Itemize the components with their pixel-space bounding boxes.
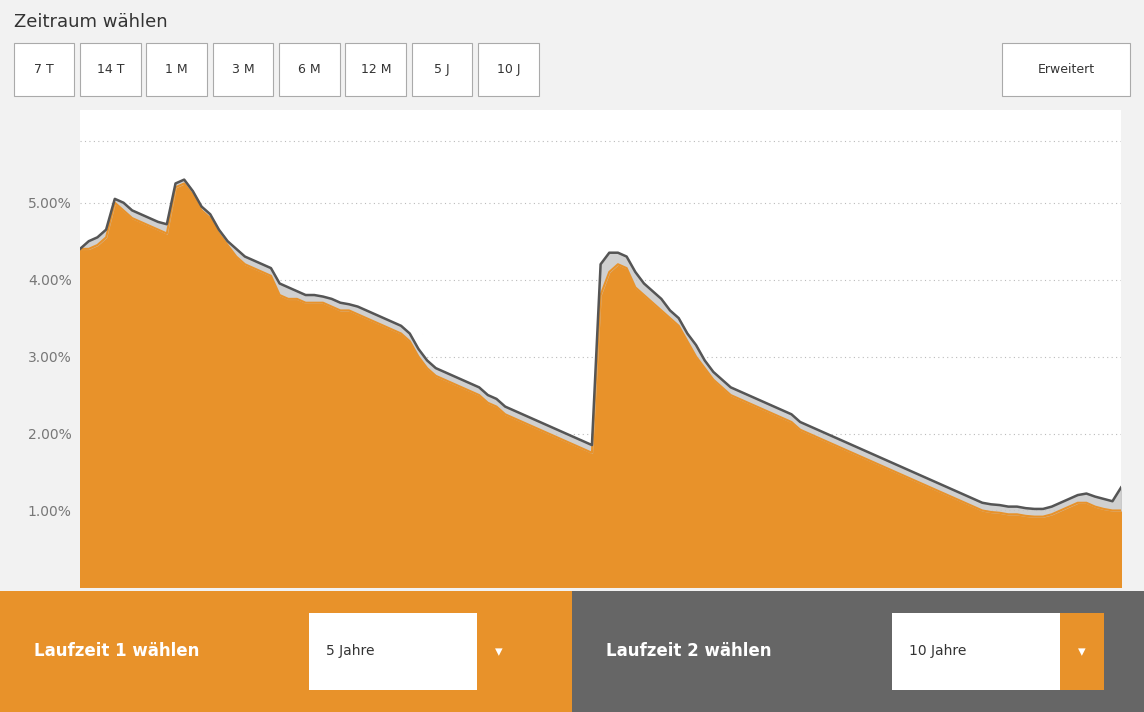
Text: 7 T: 7 T — [34, 63, 54, 76]
Text: 14 T: 14 T — [96, 63, 125, 76]
FancyBboxPatch shape — [477, 613, 521, 690]
Text: Zeitraum wählen: Zeitraum wählen — [14, 13, 167, 31]
FancyBboxPatch shape — [213, 43, 273, 96]
FancyBboxPatch shape — [80, 43, 141, 96]
Text: Erweitert: Erweitert — [1038, 63, 1095, 76]
FancyBboxPatch shape — [309, 613, 521, 690]
Text: 5 J: 5 J — [435, 63, 450, 76]
Text: 10 Jahre: 10 Jahre — [909, 644, 967, 659]
FancyBboxPatch shape — [1060, 613, 1104, 690]
Text: 1 M: 1 M — [166, 63, 188, 76]
FancyBboxPatch shape — [14, 43, 74, 96]
Text: ▾: ▾ — [1079, 644, 1086, 659]
Text: 6 M: 6 M — [299, 63, 320, 76]
Text: 10 J: 10 J — [496, 63, 521, 76]
Text: ▾: ▾ — [495, 644, 502, 659]
Text: 12 M: 12 M — [360, 63, 391, 76]
Text: Laufzeit 2 wählen: Laufzeit 2 wählen — [606, 642, 772, 661]
FancyBboxPatch shape — [1002, 43, 1130, 96]
FancyBboxPatch shape — [572, 591, 1144, 712]
FancyBboxPatch shape — [279, 43, 340, 96]
FancyBboxPatch shape — [345, 43, 406, 96]
FancyBboxPatch shape — [892, 613, 1104, 690]
FancyBboxPatch shape — [478, 43, 539, 96]
FancyBboxPatch shape — [146, 43, 207, 96]
Text: Laufzeit 1 wählen: Laufzeit 1 wählen — [34, 642, 200, 661]
FancyBboxPatch shape — [412, 43, 472, 96]
FancyBboxPatch shape — [0, 591, 572, 712]
Text: 3 M: 3 M — [232, 63, 254, 76]
Text: 5 Jahre: 5 Jahre — [326, 644, 374, 659]
